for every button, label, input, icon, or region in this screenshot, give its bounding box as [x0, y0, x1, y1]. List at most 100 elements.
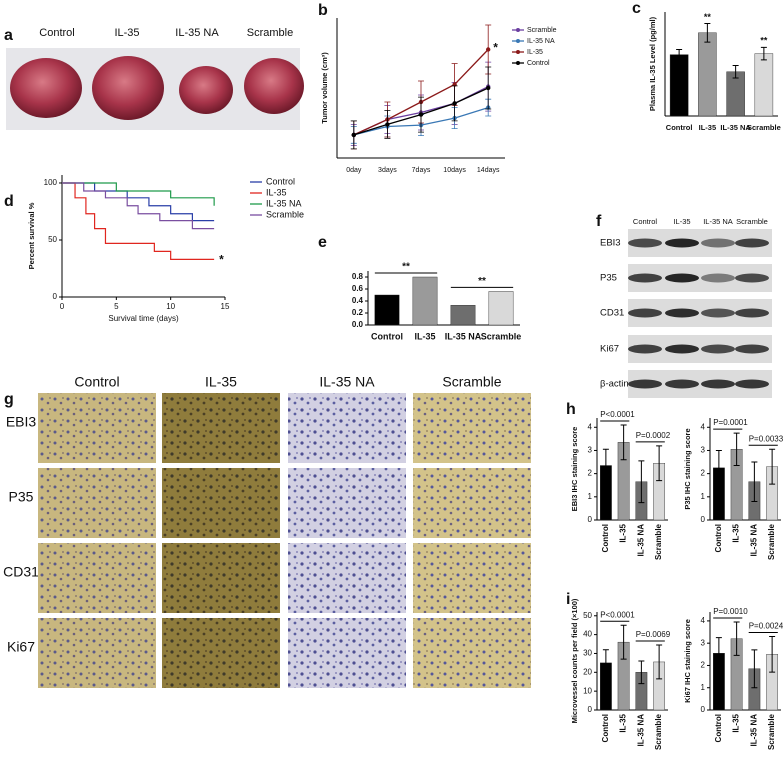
x-tick-label: IL-35	[414, 331, 435, 341]
bar	[412, 276, 438, 326]
legend-marker	[516, 39, 520, 43]
error-bar	[638, 460, 645, 504]
blot-band	[701, 379, 735, 389]
y-tick-label: 0	[53, 292, 58, 301]
y-tick-label: 0	[588, 515, 593, 524]
error-bar	[620, 424, 627, 461]
y-tick-label: 50	[583, 611, 592, 620]
panel-label: b	[318, 2, 328, 19]
legend-label: Control	[266, 176, 295, 186]
y-tick-label: 10	[583, 686, 592, 695]
point	[452, 101, 457, 106]
bar	[488, 291, 514, 326]
p-value: P=0.0002	[636, 431, 671, 440]
annotation: *	[219, 253, 224, 267]
x-tick-label: IL-35	[732, 523, 741, 542]
y-tick-label: 1	[588, 492, 593, 501]
ihc-column-label: Control	[74, 374, 119, 390]
y-tick-label: 0.8	[352, 272, 364, 281]
error-bar	[733, 432, 740, 467]
blot-band	[735, 379, 769, 389]
lane-label: Scramble	[736, 217, 768, 226]
panel-label: a	[4, 27, 13, 44]
legend-label: Scramble	[527, 27, 557, 34]
error-bar	[760, 46, 767, 61]
x-tick-label: 10days	[443, 167, 466, 174]
annotation: **	[760, 36, 768, 46]
tumor	[10, 58, 82, 118]
annotation: *	[493, 41, 498, 55]
tumor	[92, 56, 164, 120]
y-axis-label: P35 IHC staining score	[683, 428, 692, 509]
ihc-row-label: P35	[9, 489, 34, 505]
survival-curve	[62, 182, 215, 260]
ihc-row-label: Ki67	[7, 639, 35, 655]
error-bar	[656, 445, 663, 482]
error-bar	[704, 22, 711, 43]
x-tick-label: Control	[601, 714, 610, 742]
legend-label: IL-35	[527, 49, 543, 56]
ihc-image	[413, 393, 531, 463]
ihc-image	[288, 393, 406, 463]
tumor	[244, 58, 304, 114]
x-tick-label: 0	[60, 302, 65, 311]
legend-label: IL-35	[266, 187, 287, 197]
bar	[669, 54, 689, 117]
point	[486, 85, 491, 91]
x-tick-label: Control	[601, 524, 610, 552]
p-value: P=0.0033	[749, 434, 783, 443]
x-tick-label: IL-35	[732, 713, 741, 732]
y-tick-label: 2	[701, 469, 706, 478]
annotation: **	[402, 262, 410, 273]
y-axis-label: EBI3 IHC staining score	[570, 427, 579, 512]
ihc-image	[162, 468, 280, 538]
blot-band	[701, 273, 735, 283]
ihc-image	[38, 618, 156, 688]
annotation: **	[704, 12, 712, 22]
x-tick-label: IL-35 NA	[636, 524, 645, 557]
blot-row-label: β-actin	[600, 379, 629, 390]
x-tick-label: Control	[714, 714, 723, 742]
x-tick-label: Control	[714, 524, 723, 552]
bar	[754, 53, 774, 117]
ihc-image	[288, 468, 406, 538]
y-axis-label: Percent survival %	[27, 202, 36, 269]
error-bar	[602, 649, 609, 677]
y-axis-label: Ki67 IHC staining score	[683, 619, 692, 703]
y-tick-label: 4	[588, 422, 593, 431]
p-value: P=0.0010	[713, 607, 748, 616]
y-tick-label: 3	[701, 638, 706, 647]
survival-curve	[62, 182, 215, 222]
error-bar	[732, 65, 739, 79]
x-tick-label: 7days	[412, 167, 431, 174]
x-tick-label: 14days	[477, 167, 500, 174]
blot-band	[701, 344, 735, 354]
blot-band	[628, 379, 662, 389]
panel-label: i	[566, 591, 570, 608]
panel-label: f	[596, 213, 602, 230]
survival-curve	[62, 182, 215, 230]
error-bar	[715, 449, 722, 486]
ihc-column-label: IL-35 NA	[319, 374, 375, 390]
p-value: P=0.0001	[713, 418, 748, 427]
legend-label: IL-35 NA	[266, 198, 302, 208]
y-tick-label: 0	[588, 705, 593, 714]
panel-label: e	[318, 234, 327, 251]
annotation: **	[478, 276, 486, 287]
ihc-column-label: IL-35	[205, 374, 237, 390]
point	[418, 112, 424, 117]
blot-band	[665, 379, 699, 389]
y-axis-label: Microvessel counts per field (×100)	[570, 598, 579, 723]
ihc-image	[288, 543, 406, 613]
lane-label: IL-35 NA	[703, 217, 733, 226]
x-tick-label: 15	[221, 302, 230, 311]
blot-band	[701, 238, 735, 248]
blot-band	[735, 344, 769, 354]
x-tick-label: Control	[371, 331, 403, 341]
panel-label: d	[4, 193, 14, 210]
blot-row-label: CD31	[600, 308, 624, 319]
ihc-image	[288, 618, 406, 688]
blot-band	[665, 273, 699, 283]
blot-band	[628, 344, 662, 354]
